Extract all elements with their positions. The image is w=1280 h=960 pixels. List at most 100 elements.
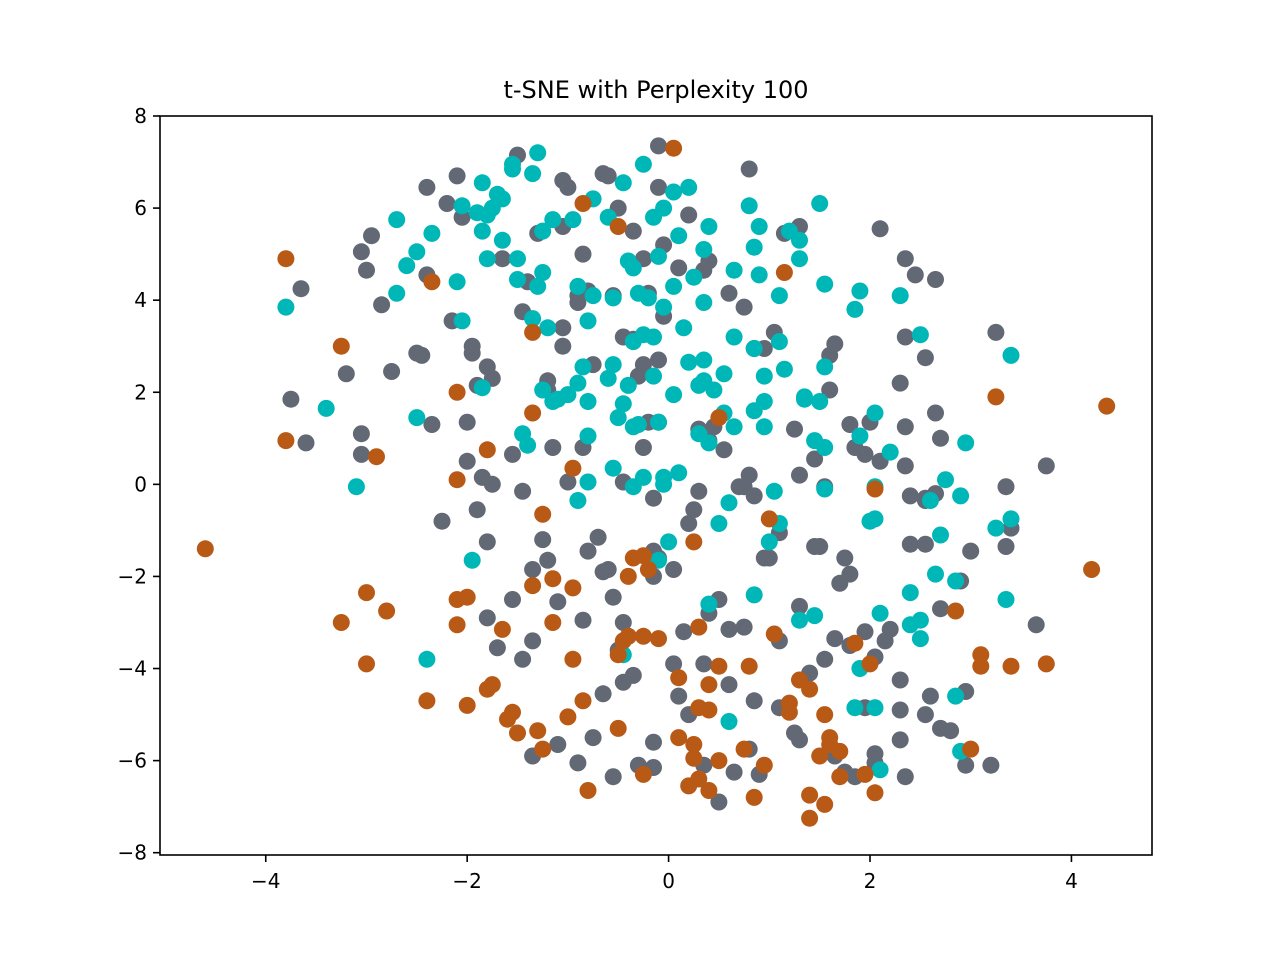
data-point bbox=[493, 231, 511, 249]
data-point bbox=[1002, 510, 1020, 528]
data-point bbox=[478, 609, 496, 627]
data-point bbox=[921, 492, 939, 509]
data-point bbox=[1002, 346, 1020, 364]
data-point bbox=[816, 650, 834, 668]
data-point bbox=[841, 565, 859, 583]
plot-frame bbox=[159, 115, 1153, 856]
data-point bbox=[277, 298, 295, 316]
data-point bbox=[574, 611, 592, 629]
data-point bbox=[589, 528, 607, 546]
data-point bbox=[896, 418, 914, 436]
data-point bbox=[363, 227, 380, 245]
data-point bbox=[524, 323, 542, 341]
data-point bbox=[478, 441, 496, 459]
data-point bbox=[700, 676, 718, 694]
data-point bbox=[584, 287, 602, 305]
data-point bbox=[685, 268, 703, 286]
data-point bbox=[574, 358, 592, 376]
data-point bbox=[594, 563, 612, 581]
data-point bbox=[473, 174, 491, 192]
data-point bbox=[594, 685, 612, 703]
data-point bbox=[755, 367, 773, 385]
data-point bbox=[927, 565, 944, 583]
data-point bbox=[534, 505, 552, 523]
data-point bbox=[720, 620, 738, 638]
data-point bbox=[519, 436, 537, 454]
data-point bbox=[433, 512, 451, 530]
data-point bbox=[670, 259, 688, 277]
data-point bbox=[831, 742, 849, 760]
data-point bbox=[458, 413, 476, 431]
data-point bbox=[196, 540, 214, 558]
data-point bbox=[896, 457, 914, 475]
data-point bbox=[947, 572, 965, 590]
data-point bbox=[352, 445, 370, 463]
chart-title: t-SNE with Perplexity 100 bbox=[503, 76, 808, 104]
data-point bbox=[463, 344, 481, 362]
x-tick-label: 0 bbox=[662, 869, 675, 893]
data-point bbox=[453, 312, 471, 330]
data-point bbox=[483, 475, 501, 493]
data-point bbox=[770, 333, 788, 351]
data-point bbox=[896, 768, 914, 786]
data-point bbox=[614, 614, 632, 631]
data-point bbox=[670, 687, 688, 705]
data-point bbox=[559, 178, 577, 196]
data-point bbox=[927, 404, 944, 422]
data-point bbox=[665, 183, 683, 201]
data-point bbox=[378, 602, 396, 620]
data-point bbox=[650, 351, 667, 369]
data-point bbox=[916, 706, 934, 724]
data-point bbox=[458, 452, 476, 470]
data-point bbox=[775, 264, 793, 281]
data-point bbox=[418, 692, 436, 710]
data-point bbox=[277, 250, 295, 268]
data-point bbox=[574, 245, 592, 263]
data-point bbox=[524, 165, 542, 183]
data-point bbox=[801, 786, 819, 804]
data-point bbox=[670, 227, 688, 245]
data-point bbox=[720, 713, 738, 730]
data-point bbox=[791, 731, 808, 749]
data-point bbox=[448, 273, 466, 291]
data-point bbox=[755, 393, 773, 410]
data-point bbox=[665, 386, 683, 404]
data-point bbox=[514, 650, 532, 668]
data-point bbox=[942, 722, 960, 740]
data-point bbox=[655, 199, 673, 217]
data-point bbox=[685, 749, 703, 767]
data-point bbox=[952, 487, 970, 505]
data-point bbox=[665, 561, 683, 578]
data-point bbox=[755, 756, 773, 774]
data-point bbox=[639, 561, 657, 578]
data-point bbox=[680, 353, 698, 371]
data-point bbox=[916, 535, 934, 553]
data-point bbox=[670, 729, 688, 747]
data-point bbox=[670, 669, 688, 687]
data-point bbox=[388, 211, 406, 229]
data-point bbox=[604, 289, 622, 307]
data-point bbox=[604, 588, 622, 606]
data-point bbox=[710, 657, 728, 675]
data-point bbox=[604, 768, 622, 786]
data-point bbox=[861, 655, 879, 673]
data-point bbox=[816, 439, 834, 456]
data-point bbox=[408, 344, 426, 362]
data-point bbox=[332, 614, 350, 631]
data-point bbox=[478, 250, 496, 268]
data-point bbox=[690, 618, 708, 636]
data-point bbox=[745, 692, 763, 710]
data-point bbox=[453, 197, 471, 215]
data-point bbox=[650, 178, 667, 196]
data-point bbox=[841, 416, 859, 433]
data-point bbox=[947, 602, 965, 620]
data-point bbox=[418, 650, 436, 668]
data-point bbox=[579, 542, 597, 560]
data-point bbox=[579, 782, 597, 799]
data-point bbox=[564, 579, 582, 597]
y-tick-label: 8 bbox=[134, 104, 147, 128]
data-point bbox=[574, 692, 592, 710]
data-point bbox=[901, 487, 919, 505]
data-point bbox=[745, 340, 763, 357]
